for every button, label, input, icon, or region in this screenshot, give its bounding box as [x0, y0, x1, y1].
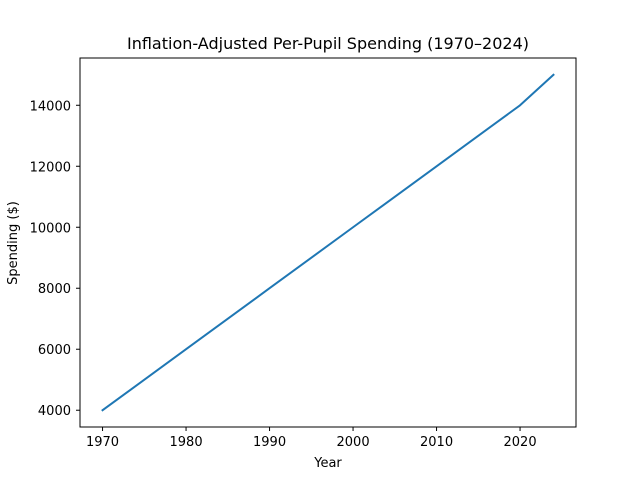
x-tick-label: 1970: [86, 435, 119, 450]
y-tick-label: 14000: [30, 99, 71, 114]
y-tick-label: 10000: [30, 221, 71, 236]
x-tick-label: 2020: [504, 435, 537, 450]
plot-area-frame: [79, 57, 577, 428]
series-line-0: [101, 73, 555, 412]
chart-title: Inflation-Adjusted Per-Pupil Spending (1…: [127, 34, 529, 53]
y-tick-label: 12000: [30, 160, 71, 175]
x-tick-label: 2000: [337, 435, 370, 450]
x-tick-label: 1980: [170, 435, 203, 450]
y-tick-label: 8000: [38, 282, 71, 297]
y-axis-label: Spending ($): [6, 201, 21, 285]
y-tick-label: 6000: [38, 343, 71, 358]
series-layer: [101, 73, 555, 412]
x-axis-label: Year: [313, 456, 342, 471]
y-axis-ticks: 4000 6000 8000 10000 12000 14000: [30, 99, 80, 419]
x-tick-label: 1990: [253, 435, 286, 450]
y-tick-label: 4000: [38, 404, 71, 419]
x-axis-ticks: 1970 1980 1990 2000 2010 2020: [86, 427, 537, 450]
x-tick-label: 2010: [420, 435, 453, 450]
